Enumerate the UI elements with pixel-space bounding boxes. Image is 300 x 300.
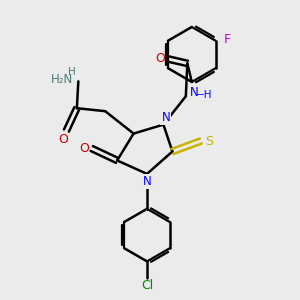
Text: N: N bbox=[190, 86, 199, 99]
Text: Cl: Cl bbox=[141, 279, 153, 292]
Text: H: H bbox=[68, 68, 76, 77]
Text: O: O bbox=[79, 142, 88, 155]
Text: O: O bbox=[155, 52, 165, 65]
Text: N: N bbox=[161, 111, 170, 124]
Text: H₂N: H₂N bbox=[51, 73, 73, 86]
Text: S: S bbox=[205, 134, 213, 148]
Text: F: F bbox=[224, 33, 230, 46]
Text: O: O bbox=[58, 133, 68, 146]
Text: N: N bbox=[142, 175, 152, 188]
Text: −H: −H bbox=[196, 90, 212, 100]
